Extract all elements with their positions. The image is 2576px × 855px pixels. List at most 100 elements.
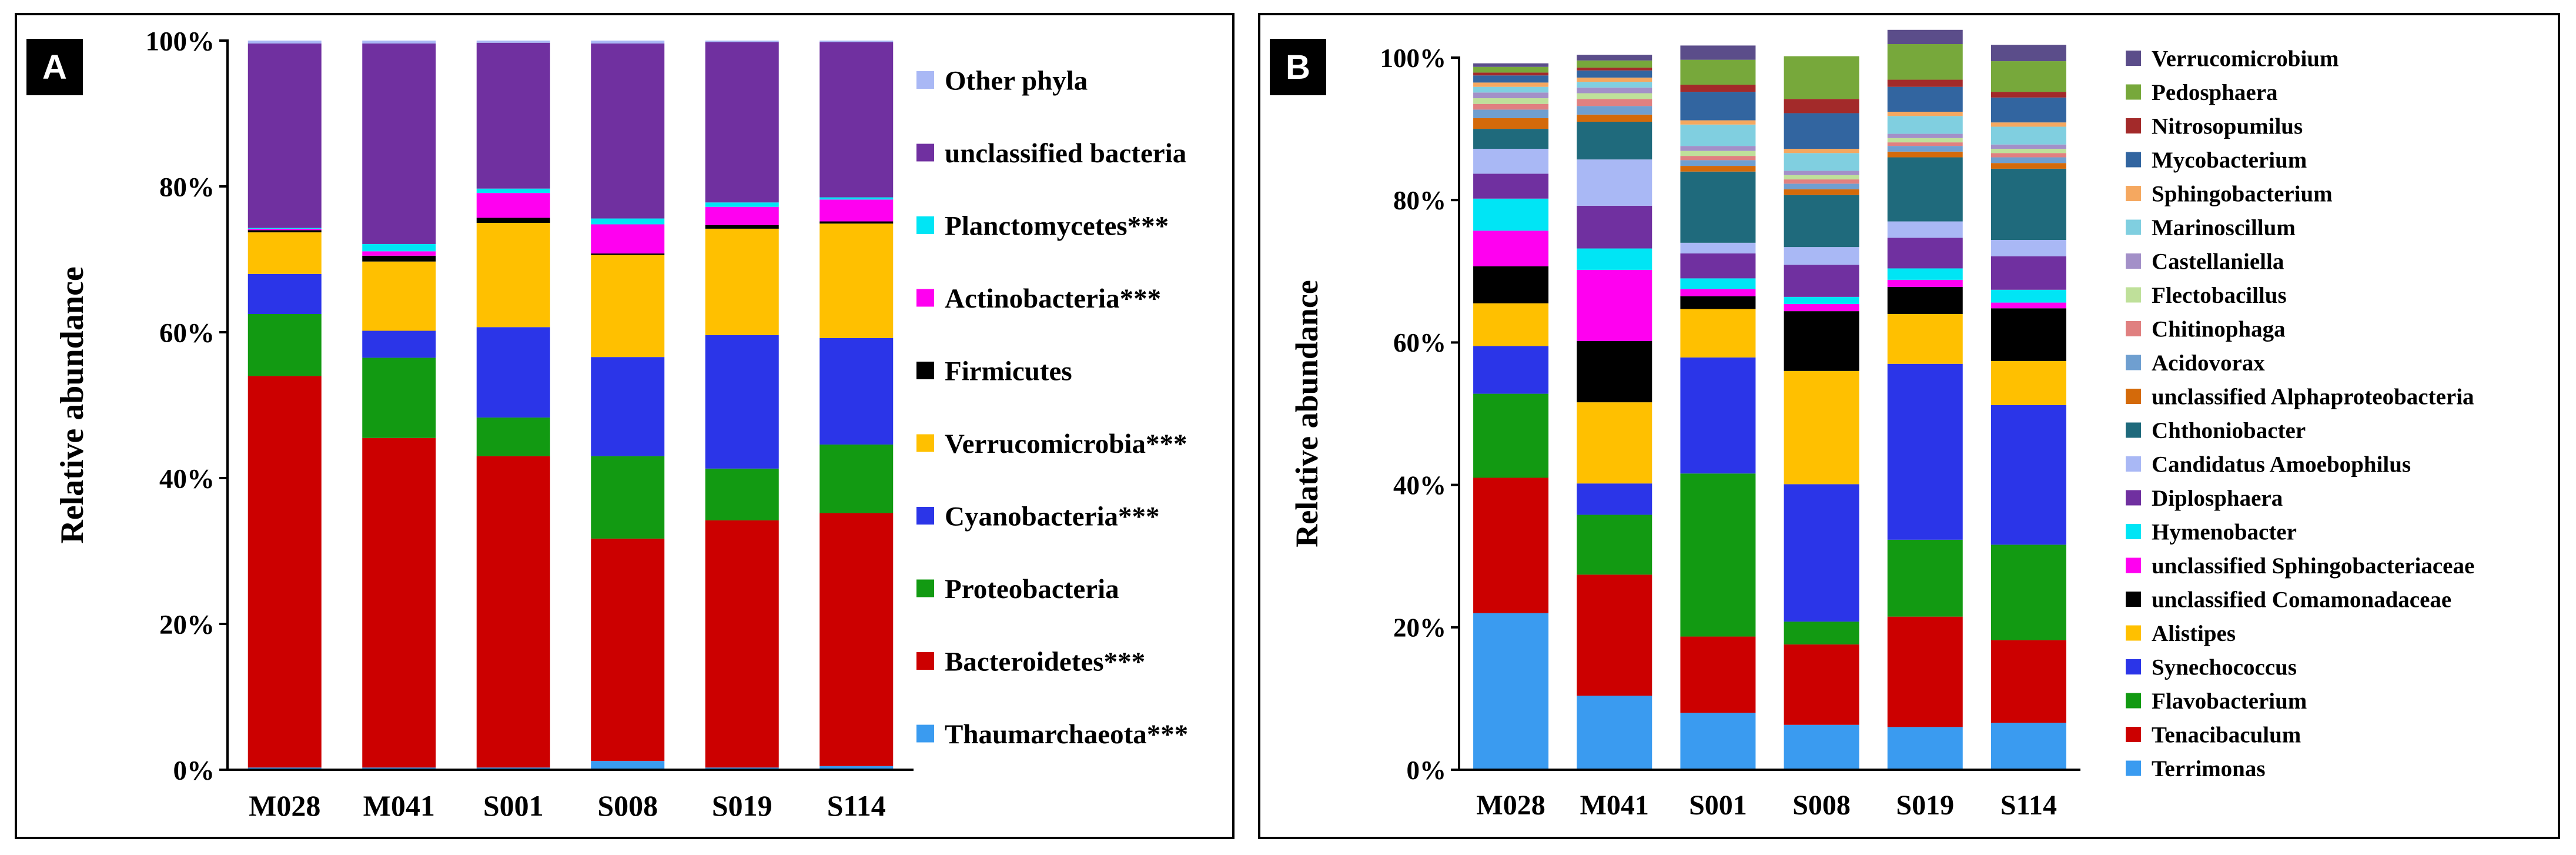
chart-b-bar-m041-alistipes <box>1577 402 1652 484</box>
chart-a-bar-s001-actinobacteria <box>476 193 550 218</box>
chart-b-bar-m028-candidatus-amoebophilus <box>1473 149 1549 174</box>
chart-a-bar-m028-other-phyla <box>247 41 322 44</box>
chart-b-bar-s008-nitrosopumilus <box>1784 99 1859 113</box>
chart-b-bar-s008-chitinophaga <box>1784 179 1859 184</box>
chart-a-bar-m028-cyanobacteria <box>247 273 322 314</box>
chart-a-legend-swatch-firmicutes <box>916 362 934 379</box>
chart-b-x-tick-label: S001 <box>1689 790 1747 821</box>
chart-b-legend-label-acidovorax: Acidovorax <box>2152 350 2265 376</box>
chart-b-bar-m041-synechococcus <box>1577 483 1652 515</box>
chart-b-bar-s019-unclassified-comamonadaceae <box>1887 286 1963 314</box>
chart-a-bar-s008-proteobacteria <box>591 456 665 539</box>
chart-a-bar-s019-unclassified-bacteria <box>705 42 779 203</box>
chart-b-bar-s114-alistipes <box>1990 360 2066 405</box>
chart-b-y-axis-title: Relative abundance <box>1289 280 1324 547</box>
chart-b-bar-s008-terrimonas <box>1784 724 1859 770</box>
chart-b-bar-m028-flectobacillus <box>1473 98 1549 104</box>
chart-a-legend-label-proteobacteria: Proteobacteria <box>945 574 1119 604</box>
chart-a-bar-s001-cyanobacteria <box>476 327 550 418</box>
chart-b-legend-swatch-flectobacillus <box>2126 287 2141 303</box>
chart-a-bar-s114-other-phyla <box>819 41 894 42</box>
chart-b-bar-s008-candidatus-amoebophilus <box>1784 247 1859 265</box>
chart-b-bar-s001-alistipes <box>1680 309 1756 358</box>
chart-b-x-tick-label: M028 <box>1476 790 1545 821</box>
chart-b-legend-swatch-diplosphaera <box>2126 490 2141 506</box>
chart-b-legend-label-flectobacillus: Flectobacillus <box>2152 283 2287 308</box>
chart-b-bar-s019-diplosphaera <box>1887 238 1963 269</box>
chart-b-bar-s019-flectobacillus <box>1887 138 1963 143</box>
chart-b-bar-m028-alistipes <box>1473 303 1549 346</box>
chart-b-svg: Relative abundance 0% 20% 40% 60% 80% 100% M028… <box>1289 29 2474 821</box>
chart-b-bar-s008-hymenobacter <box>1784 296 1859 305</box>
chart-b-y-tick-label: 100% <box>1380 44 1447 73</box>
chart-b-bar-s008-marinoscillum <box>1784 153 1859 171</box>
chart-b-bar-m028-sphingobacterium <box>1473 82 1549 87</box>
chart-b-bar-m028-diplosphaera <box>1473 173 1549 199</box>
chart-b-bar-s008-acidovorax <box>1784 183 1859 190</box>
chart-b-legend-label-unclassified-sphingobacteriaceae: unclassified Sphingobacteriaceae <box>2152 553 2474 579</box>
chart-a-bar-s114-planctomycetes <box>819 197 894 200</box>
chart-b-bar-s019-sphingobacterium <box>1887 112 1963 116</box>
chart-b-bar-m041-unclassified-sphingobacteriaceae <box>1577 269 1652 341</box>
chart-b-legend-swatch-candidatus-amoebophilus <box>2126 456 2141 472</box>
chart-a-bar-s114-thaumarchaeota <box>819 766 894 770</box>
chart-b-bar-m028-unclassified-alphaproteobacteria <box>1473 118 1549 129</box>
chart-b-bar-m028-tenacibaculum <box>1473 477 1549 613</box>
chart-a-bar-s008-other-phyla <box>591 41 665 44</box>
chart-b-bar-s019-tenacibaculum <box>1887 616 1963 727</box>
chart-b-bar-m041-marinoscillum <box>1577 82 1652 88</box>
chart-a-legend-label-other-phyla: Other phyla <box>945 65 1088 96</box>
chart-b-bar-s008-unclassified-comamonadaceae <box>1784 311 1859 371</box>
chart-b-bar-s114-flectobacillus <box>1990 149 2066 153</box>
chart-a-y-tick-label: 20% <box>159 609 215 640</box>
chart-a-bar-m041-cyanobacteria <box>362 330 436 358</box>
chart-b-bar-s001-mycobacterium <box>1680 92 1756 121</box>
chart-a-bar-m041-planctomycetes <box>362 243 436 252</box>
chart-b-bar-s019-marinoscillum <box>1887 116 1963 134</box>
chart-a-legend-label-cyanobacteria: Cyanobacteria*** <box>945 501 1160 532</box>
chart-b-bar-m028-acidovorax <box>1473 109 1549 118</box>
chart-a-bar-s008-bacteroidetes <box>591 538 665 762</box>
chart-b-legend-label-flavobacterium: Flavobacterium <box>2152 689 2307 714</box>
chart-b-legend-label-hymenobacter: Hymenobacter <box>2152 520 2297 545</box>
chart-b-legend-label-verrucomicrobium: Verrucomicrobium <box>2152 46 2339 72</box>
chart-b-bar-s008-unclassified-alphaproteobacteria <box>1784 189 1859 195</box>
chart-b-bar-s008-sphingobacterium <box>1784 149 1859 153</box>
chart-b-bar-m041-flavobacterium <box>1577 515 1652 575</box>
chart-b-bar-s019-candidatus-amoebophilus <box>1887 221 1963 238</box>
chart-a-x-tick-label: S019 <box>712 789 772 822</box>
chart-b-bar-s019-flavobacterium <box>1887 539 1963 617</box>
chart-b-bar-s019-chitinophaga <box>1887 142 1963 146</box>
chart-b-bar-m028-marinoscillum <box>1473 86 1549 93</box>
chart-b-bar-s114-verrucomicrobium <box>1990 45 2066 62</box>
chart-b-bar-s001-unclassified-alphaproteobacteria <box>1680 166 1756 172</box>
chart-a-bar-m041-unclassified-bacteria <box>362 43 436 244</box>
chart-b-bar-m041-diplosphaera <box>1577 205 1652 249</box>
chart-b-bar-s114-flavobacterium <box>1990 545 2066 640</box>
chart-b-y-tick-label: 80% <box>1393 186 1446 215</box>
chart-b-bar-s114-candidatus-amoebophilus <box>1990 240 2066 256</box>
chart-a-bar-m041-firmicutes <box>362 255 436 262</box>
chart-b-bar-s008-mycobacterium <box>1784 113 1859 149</box>
chart-b-bar-s008-pedosphaera <box>1784 56 1859 99</box>
chart-b-legend-swatch-pedosphaera <box>2126 84 2141 100</box>
chart-b-bar-m041-pedosphaera <box>1577 60 1652 68</box>
chart-b-bar-m041-castellaniella <box>1577 87 1652 93</box>
chart-a-bar-s114-actinobacteria <box>819 199 894 222</box>
chart-b-bar-m028-flavobacterium <box>1473 393 1549 478</box>
chart-a-bar-m028-bacteroidetes <box>247 376 322 768</box>
chart-b-legend-swatch-unclassified-alphaproteobacteria <box>2126 389 2141 404</box>
chart-b-bar-m041-terrimonas <box>1577 696 1652 770</box>
chart-b-bar-s008-chthoniobacter <box>1784 195 1859 248</box>
chart-b-legend-label-mycobacterium: Mycobacterium <box>2152 148 2307 173</box>
chart-b-legend-swatch-castellaniella <box>2126 253 2141 269</box>
chart-b-bar-m041-nitrosopumilus <box>1577 67 1652 71</box>
chart-b-legend-label-castellaniella: Castellaniella <box>2152 249 2284 275</box>
chart-b-x-tick-label: S008 <box>1792 790 1851 821</box>
chart-a-legend-swatch-proteobacteria <box>916 579 934 597</box>
chart-b-bar-m041-candidatus-amoebophilus <box>1577 159 1652 206</box>
chart-b-bar-s008-tenacibaculum <box>1784 644 1859 725</box>
chart-a-bar-s001-verrucomicrobia <box>476 223 550 328</box>
chart-b-bar-m041-chitinophaga <box>1577 99 1652 106</box>
chart-a-x-tick-label: S008 <box>597 789 658 822</box>
